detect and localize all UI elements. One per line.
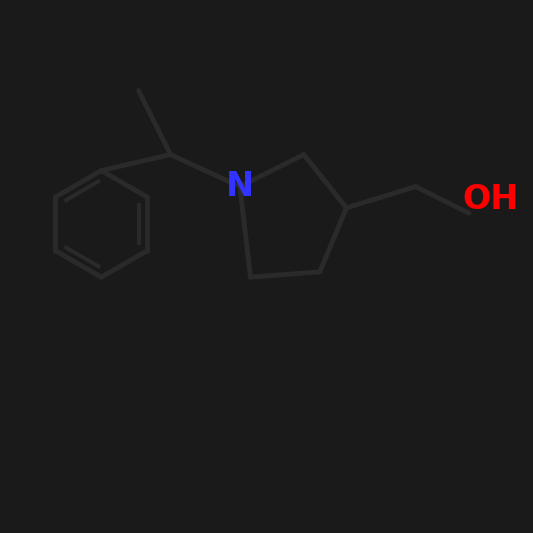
Text: OH: OH <box>462 183 519 216</box>
Text: N: N <box>226 170 254 203</box>
